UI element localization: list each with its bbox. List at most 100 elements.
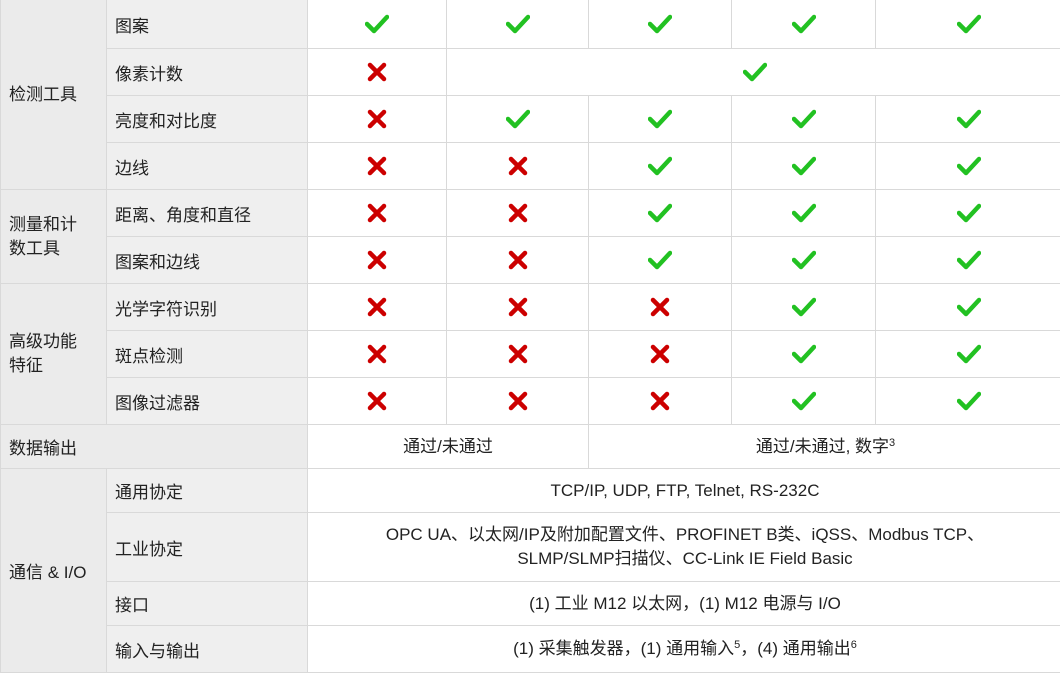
feature-cell bbox=[447, 237, 589, 284]
cross-icon bbox=[365, 202, 389, 224]
feature-cell bbox=[732, 96, 876, 143]
group-label: 检测工具 bbox=[1, 0, 107, 190]
feature-label: 边线 bbox=[107, 143, 308, 190]
table-row: 斑点检测 bbox=[1, 331, 1060, 378]
table-row: 测量和计数工具距离、角度和直径 bbox=[1, 190, 1060, 237]
check-icon bbox=[792, 343, 816, 365]
feature-label: 图像过滤器 bbox=[107, 378, 308, 425]
feature-cell bbox=[308, 331, 447, 378]
check-icon bbox=[506, 13, 530, 35]
feature-cell bbox=[589, 237, 732, 284]
cross-icon bbox=[365, 390, 389, 412]
table-row: 数据输出 通过/未通过 通过/未通过, 数字3 bbox=[1, 425, 1060, 469]
cross-icon bbox=[648, 390, 672, 412]
feature-cell bbox=[308, 284, 447, 331]
cross-icon bbox=[506, 390, 530, 412]
feature-cell bbox=[308, 378, 447, 425]
feature-cell bbox=[589, 0, 732, 49]
check-icon bbox=[957, 249, 981, 271]
check-icon bbox=[648, 108, 672, 130]
check-icon bbox=[957, 13, 981, 35]
check-icon bbox=[957, 155, 981, 177]
check-icon bbox=[792, 249, 816, 271]
feature-cell bbox=[732, 237, 876, 284]
feature-cell bbox=[732, 0, 876, 49]
feature-cell bbox=[876, 96, 1060, 143]
feature-label: 斑点检测 bbox=[107, 331, 308, 378]
check-icon bbox=[648, 249, 672, 271]
check-icon bbox=[648, 202, 672, 224]
feature-cell bbox=[447, 0, 589, 49]
feature-cell bbox=[876, 190, 1060, 237]
check-icon bbox=[957, 296, 981, 318]
feature-cell bbox=[732, 331, 876, 378]
feature-label: 像素计数 bbox=[107, 49, 308, 96]
feature-cell bbox=[308, 237, 447, 284]
feature-cell bbox=[308, 143, 447, 190]
table-row: 高级功能特征光学字符识别 bbox=[1, 284, 1060, 331]
feature-cell bbox=[589, 96, 732, 143]
spec-text: (1) 采集触发器，(1) 通用输入 bbox=[513, 639, 734, 658]
cross-icon bbox=[506, 343, 530, 365]
cross-icon bbox=[648, 343, 672, 365]
cross-icon bbox=[506, 296, 530, 318]
check-icon bbox=[957, 108, 981, 130]
check-icon bbox=[792, 155, 816, 177]
check-icon bbox=[792, 13, 816, 35]
table-row: 工业协定 OPC UA、以太网/IP及附加配置文件、PROFINET B类、iQS… bbox=[1, 513, 1060, 582]
group-label: 高级功能特征 bbox=[1, 284, 107, 425]
feature-cell bbox=[447, 190, 589, 237]
feature-label: 输入与输出 bbox=[107, 626, 308, 673]
feature-cell bbox=[447, 143, 589, 190]
cross-icon bbox=[506, 202, 530, 224]
spec-text: (1) 工业 M12 以太网，(1) M12 电源与 I/O bbox=[529, 594, 841, 613]
data-output-text: 通过/未通过, 数字 bbox=[756, 437, 889, 456]
table-row: 接口 (1) 工业 M12 以太网，(1) M12 电源与 I/O bbox=[1, 582, 1060, 626]
feature-cell bbox=[876, 0, 1060, 49]
feature-cell bbox=[308, 0, 447, 49]
check-icon bbox=[648, 155, 672, 177]
data-output-cell: 通过/未通过 bbox=[308, 425, 589, 469]
feature-label: 通用协定 bbox=[107, 469, 308, 513]
check-icon bbox=[365, 13, 389, 35]
feature-cell bbox=[589, 143, 732, 190]
cross-icon bbox=[365, 61, 389, 83]
feature-cell bbox=[308, 49, 447, 96]
feature-cell bbox=[732, 284, 876, 331]
cross-icon bbox=[506, 155, 530, 177]
spec-value: (1) 工业 M12 以太网，(1) M12 电源与 I/O bbox=[308, 582, 1060, 626]
feature-cell bbox=[589, 331, 732, 378]
check-icon bbox=[648, 13, 672, 35]
feature-cell bbox=[447, 49, 1060, 96]
cross-icon bbox=[648, 296, 672, 318]
cross-icon bbox=[506, 249, 530, 271]
group-label: 数据输出 bbox=[1, 425, 308, 469]
data-output-cell: 通过/未通过, 数字3 bbox=[589, 425, 1060, 469]
spec-text: OPC UA、以太网/IP及附加配置文件、PROFINET B类、iQSS、Mo… bbox=[355, 523, 1015, 571]
cross-icon bbox=[365, 108, 389, 130]
check-icon bbox=[792, 202, 816, 224]
feature-label: 接口 bbox=[107, 582, 308, 626]
footnote-marker: 3 bbox=[889, 437, 895, 449]
feature-cell bbox=[589, 284, 732, 331]
feature-label: 距离、角度和直径 bbox=[107, 190, 308, 237]
check-icon bbox=[792, 108, 816, 130]
spec-value: TCP/IP, UDP, FTP, Telnet, RS-232C bbox=[308, 469, 1060, 513]
data-output-text: 通过/未通过 bbox=[403, 437, 493, 456]
table-row: 图案和边线 bbox=[1, 237, 1060, 284]
feature-cell bbox=[876, 331, 1060, 378]
feature-cell bbox=[732, 378, 876, 425]
feature-label: 工业协定 bbox=[107, 513, 308, 582]
feature-label: 光学字符识别 bbox=[107, 284, 308, 331]
cross-icon bbox=[365, 249, 389, 271]
table-row: 图像过滤器 bbox=[1, 378, 1060, 425]
spec-text: TCP/IP, UDP, FTP, Telnet, RS-232C bbox=[551, 481, 820, 500]
feature-cell bbox=[876, 143, 1060, 190]
check-icon bbox=[957, 202, 981, 224]
table-row: 检测工具图案 bbox=[1, 0, 1060, 49]
check-icon bbox=[792, 390, 816, 412]
check-icon bbox=[957, 343, 981, 365]
feature-cell bbox=[308, 96, 447, 143]
check-icon bbox=[506, 108, 530, 130]
